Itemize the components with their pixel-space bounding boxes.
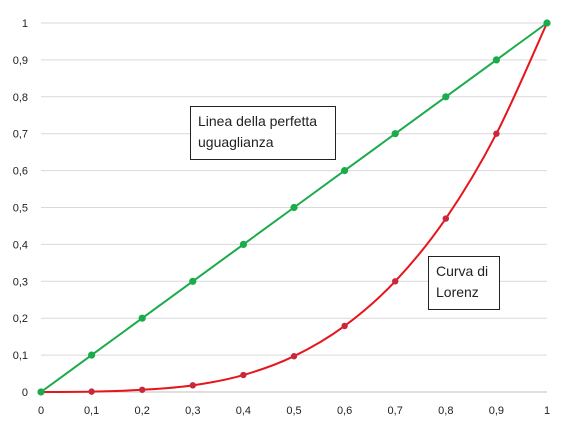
point-equality-8 bbox=[442, 93, 450, 101]
point-equality-4 bbox=[239, 240, 247, 248]
x-tick-label-0: 0 bbox=[38, 405, 44, 417]
point-lorenz-3 bbox=[189, 382, 196, 389]
point-equality-9 bbox=[492, 56, 500, 64]
y-tick-label-3: 0,3 bbox=[13, 276, 28, 288]
x-tick-label-5: 0,5 bbox=[286, 405, 301, 417]
point-lorenz-9 bbox=[493, 130, 500, 137]
point-equality-3 bbox=[189, 277, 197, 285]
series-layer bbox=[37, 19, 551, 396]
point-lorenz-4 bbox=[240, 371, 247, 379]
x-tick-label-2: 0,2 bbox=[135, 405, 150, 417]
annotation-lorenz-curve: Curva di Lorenz bbox=[428, 256, 500, 310]
point-equality-1 bbox=[88, 351, 96, 359]
point-lorenz-8 bbox=[442, 215, 449, 222]
x-tick-label-7: 0,7 bbox=[388, 405, 403, 417]
y-tick-label-8: 0,8 bbox=[13, 92, 28, 104]
annotation-equality-line2: uguaglianza bbox=[198, 134, 274, 150]
y-tick-label-7: 0,7 bbox=[13, 129, 28, 141]
x-tick-label-1: 0,1 bbox=[84, 405, 99, 417]
point-equality-2 bbox=[138, 314, 146, 322]
y-tick-label-0: 0 bbox=[22, 387, 28, 399]
y-tick-label-1: 0,1 bbox=[13, 350, 28, 362]
y-tick-label-6: 0,6 bbox=[13, 166, 28, 178]
y-tick-label-4: 0,4 bbox=[13, 239, 28, 251]
x-tick-label-10: 1 bbox=[544, 405, 550, 417]
point-equality-0 bbox=[37, 388, 45, 396]
x-tick-label-9: 0,9 bbox=[489, 405, 504, 417]
y-axis-tick-labels: 0 0,1 0,2 0,3 0,4 0,5 0,6 0,7 0,8 0,9 1 bbox=[13, 18, 28, 399]
y-tick-label-5: 0,5 bbox=[13, 203, 28, 215]
x-tick-label-4: 0,4 bbox=[236, 405, 251, 417]
x-tick-label-6: 0,6 bbox=[337, 405, 352, 417]
annotation-lorenz-line2: Lorenz bbox=[436, 284, 479, 300]
point-equality-6 bbox=[341, 167, 349, 175]
x-axis-tick-labels: 0 0,1 0,2 0,3 0,4 0,5 0,6 0,7 0,8 0,9 1 bbox=[38, 405, 550, 417]
point-lorenz-6 bbox=[341, 322, 348, 330]
y-tick-label-10: 1 bbox=[22, 18, 28, 30]
y-tick-label-9: 0,9 bbox=[13, 55, 28, 67]
x-tick-label-8: 0,8 bbox=[438, 405, 453, 417]
point-equality-7 bbox=[391, 130, 399, 138]
point-lorenz-7 bbox=[392, 278, 399, 285]
point-lorenz-2 bbox=[139, 386, 146, 393]
point-equality-10 bbox=[543, 19, 551, 27]
point-lorenz-1 bbox=[88, 388, 95, 395]
y-tick-label-2: 0,2 bbox=[13, 313, 28, 325]
x-tick-label-3: 0,3 bbox=[185, 405, 200, 417]
annotation-equality-line: Linea della perfetta uguaglianza bbox=[190, 106, 336, 160]
annotation-equality-line1: Linea della perfetta bbox=[198, 113, 318, 129]
point-equality-5 bbox=[290, 203, 298, 212]
annotation-lorenz-line1: Curva di bbox=[436, 263, 489, 279]
point-lorenz-5 bbox=[290, 353, 298, 360]
series-line-lorenz bbox=[40, 22, 548, 393]
